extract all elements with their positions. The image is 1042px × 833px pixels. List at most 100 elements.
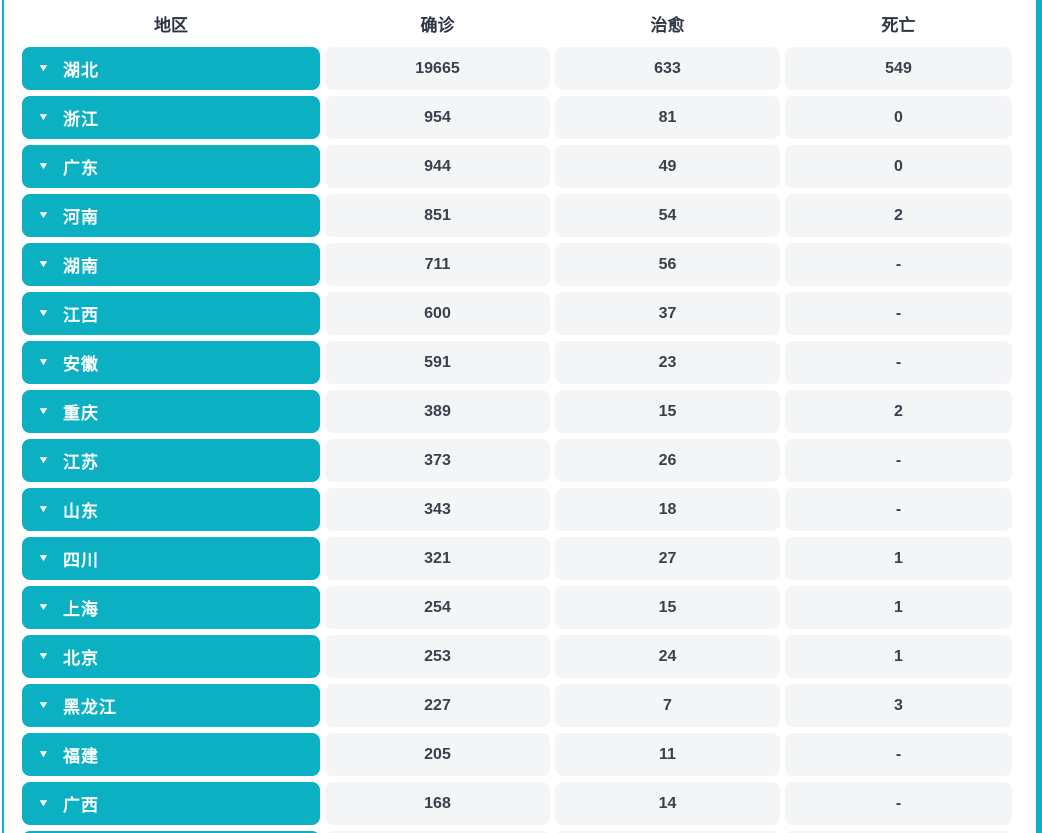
cured-cell: 633 bbox=[555, 47, 780, 90]
confirmed-cell: 591 bbox=[325, 341, 550, 384]
chevron-down-icon: ▼ bbox=[37, 601, 50, 613]
confirmed-cell: 711 bbox=[325, 243, 550, 286]
right-border bbox=[1036, 0, 1042, 833]
deaths-cell: - bbox=[785, 243, 1012, 286]
deaths-cell: 0 bbox=[785, 145, 1012, 188]
confirmed-cell: 954 bbox=[325, 96, 550, 139]
deaths-cell: - bbox=[785, 341, 1012, 384]
region-label: 广东 bbox=[63, 159, 99, 178]
chevron-down-icon: ▼ bbox=[37, 797, 50, 809]
cured-cell: 56 bbox=[555, 243, 780, 286]
column-header-region: 地区 bbox=[154, 16, 188, 35]
region-expand-button[interactable]: ▼ 湖南 bbox=[22, 243, 320, 286]
chevron-down-icon: ▼ bbox=[37, 552, 50, 564]
deaths-cell bbox=[785, 831, 1012, 833]
cured-cell: 23 bbox=[555, 341, 780, 384]
cured-cell: 15 bbox=[555, 390, 780, 433]
column-header-deaths: 死亡 bbox=[881, 16, 916, 35]
cured-cell: 24 bbox=[555, 635, 780, 678]
region-expand-button[interactable]: ▼ 河南 bbox=[22, 194, 320, 237]
table-row: ▼ 四川 321 27 1 bbox=[22, 537, 1042, 580]
deaths-cell: 2 bbox=[785, 194, 1012, 237]
deaths-cell: - bbox=[785, 782, 1012, 825]
deaths-cell: 549 bbox=[785, 47, 1012, 90]
region-expand-button[interactable]: ▼ 浙江 bbox=[22, 96, 320, 139]
confirmed-cell: 321 bbox=[325, 537, 550, 580]
region-expand-button[interactable]: ▼ 福建 bbox=[22, 733, 320, 776]
confirmed-cell: 254 bbox=[325, 586, 550, 629]
table-row: ▼ 江西 600 37 - bbox=[22, 292, 1042, 335]
region-expand-button[interactable]: ▼ 黑龙江 bbox=[22, 684, 320, 727]
table-row: ▼ 广西 168 14 - bbox=[22, 782, 1042, 825]
region-expand-button[interactable] bbox=[22, 831, 320, 833]
deaths-cell: 3 bbox=[785, 684, 1012, 727]
region-expand-button[interactable]: ▼ 安徽 bbox=[22, 341, 320, 384]
region-label: 江苏 bbox=[63, 453, 99, 472]
region-expand-button[interactable]: ▼ 北京 bbox=[22, 635, 320, 678]
region-expand-button[interactable]: ▼ 江西 bbox=[22, 292, 320, 335]
cured-cell: 81 bbox=[555, 96, 780, 139]
region-expand-button[interactable]: ▼ 广东 bbox=[22, 145, 320, 188]
table-body: ▼ 湖北 19665 633 549 ▼ 浙江 954 81 0 ▼ 广东 94… bbox=[0, 47, 1042, 833]
chevron-down-icon: ▼ bbox=[37, 748, 50, 760]
chevron-down-icon: ▼ bbox=[37, 258, 50, 270]
deaths-cell: - bbox=[785, 439, 1012, 482]
table-row: ▼ 河南 851 54 2 bbox=[22, 194, 1042, 237]
chevron-down-icon: ▼ bbox=[37, 62, 50, 74]
region-label: 山东 bbox=[63, 502, 99, 521]
deaths-cell: 1 bbox=[785, 537, 1012, 580]
cured-cell: 54 bbox=[555, 194, 780, 237]
deaths-cell: 1 bbox=[785, 635, 1012, 678]
deaths-cell: - bbox=[785, 292, 1012, 335]
region-expand-button[interactable]: ▼ 江苏 bbox=[22, 439, 320, 482]
region-label: 安徽 bbox=[63, 355, 99, 374]
chevron-down-icon: ▼ bbox=[37, 307, 50, 319]
cured-cell: 27 bbox=[555, 537, 780, 580]
confirmed-cell: 944 bbox=[325, 145, 550, 188]
confirmed-cell: 19665 bbox=[325, 47, 550, 90]
confirmed-cell: 205 bbox=[325, 733, 550, 776]
region-label: 四川 bbox=[63, 551, 99, 570]
region-label: 河南 bbox=[63, 208, 99, 227]
region-expand-button[interactable]: ▼ 山东 bbox=[22, 488, 320, 531]
region-expand-button[interactable]: ▼ 广西 bbox=[22, 782, 320, 825]
region-label: 湖南 bbox=[63, 257, 99, 276]
confirmed-cell: 600 bbox=[325, 292, 550, 335]
region-label: 江西 bbox=[63, 306, 99, 325]
confirmed-cell: 343 bbox=[325, 488, 550, 531]
cured-cell: 37 bbox=[555, 292, 780, 335]
cured-cell: 15 bbox=[555, 586, 780, 629]
table-row bbox=[22, 831, 1042, 833]
table-row: ▼ 北京 253 24 1 bbox=[22, 635, 1042, 678]
chevron-down-icon: ▼ bbox=[37, 503, 50, 515]
region-expand-button[interactable]: ▼ 上海 bbox=[22, 586, 320, 629]
table-row: ▼ 浙江 954 81 0 bbox=[22, 96, 1042, 139]
table-row: ▼ 重庆 389 15 2 bbox=[22, 390, 1042, 433]
chevron-down-icon: ▼ bbox=[37, 209, 50, 221]
deaths-cell: 0 bbox=[785, 96, 1012, 139]
region-expand-button[interactable]: ▼ 湖北 bbox=[22, 47, 320, 90]
confirmed-cell: 168 bbox=[325, 782, 550, 825]
region-label: 湖北 bbox=[63, 61, 99, 80]
cured-cell: 26 bbox=[555, 439, 780, 482]
table-row: ▼ 湖南 711 56 - bbox=[22, 243, 1042, 286]
confirmed-cell: 373 bbox=[325, 439, 550, 482]
column-header-cured: 治愈 bbox=[650, 16, 685, 35]
table-row: ▼ 广东 944 49 0 bbox=[22, 145, 1042, 188]
chevron-down-icon: ▼ bbox=[37, 356, 50, 368]
region-label: 福建 bbox=[63, 747, 99, 766]
confirmed-cell: 389 bbox=[325, 390, 550, 433]
chevron-down-icon: ▼ bbox=[37, 650, 50, 662]
cured-cell: 11 bbox=[555, 733, 780, 776]
chevron-down-icon: ▼ bbox=[37, 111, 50, 123]
chevron-down-icon: ▼ bbox=[37, 699, 50, 711]
chevron-down-icon: ▼ bbox=[37, 405, 50, 417]
cured-cell bbox=[555, 831, 780, 833]
region-expand-button[interactable]: ▼ 重庆 bbox=[22, 390, 320, 433]
cured-cell: 7 bbox=[555, 684, 780, 727]
region-expand-button[interactable]: ▼ 四川 bbox=[22, 537, 320, 580]
table-row: ▼ 上海 254 15 1 bbox=[22, 586, 1042, 629]
deaths-cell: 2 bbox=[785, 390, 1012, 433]
chevron-down-icon: ▼ bbox=[37, 454, 50, 466]
